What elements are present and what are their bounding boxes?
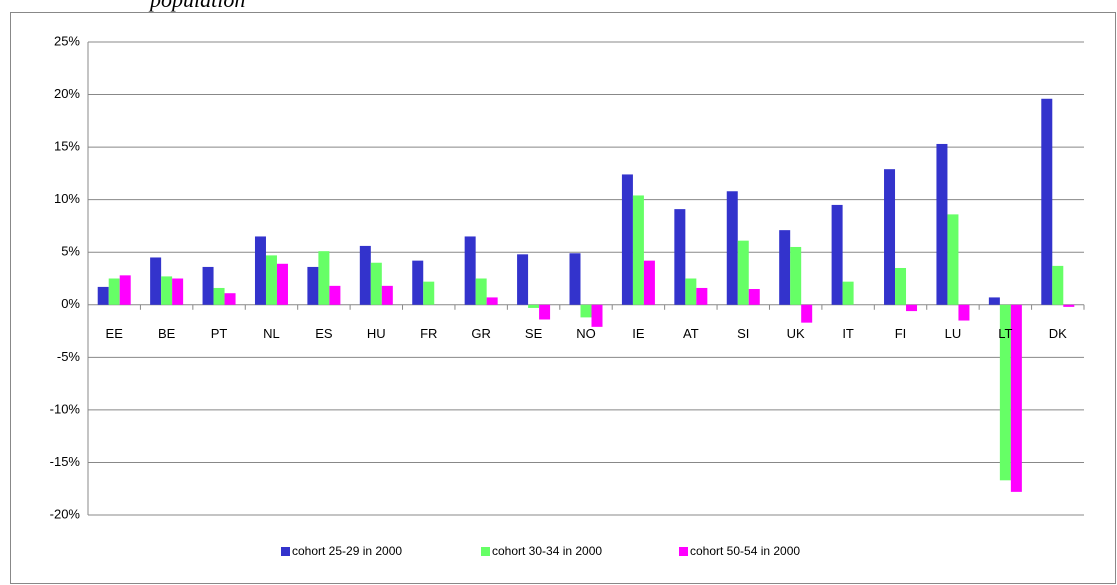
bar: [464, 236, 476, 305]
bar: [696, 287, 708, 305]
x-tick-label: LT: [998, 326, 1012, 341]
bar: [632, 195, 644, 305]
bar: [591, 304, 603, 327]
bar: [517, 254, 529, 305]
y-tick-label: 20%: [54, 86, 80, 101]
bar: [412, 260, 424, 305]
bar: [213, 287, 225, 305]
x-tick-label: BE: [158, 326, 176, 341]
bar: [748, 289, 760, 305]
y-tick-label: 0%: [61, 296, 80, 311]
bar: [831, 204, 843, 305]
bar: [569, 253, 581, 305]
legend-swatch: [481, 547, 490, 556]
legend-swatch: [281, 547, 290, 556]
x-tick-label: SE: [525, 326, 543, 341]
x-tick-label: NL: [263, 326, 280, 341]
y-tick-label: -10%: [50, 401, 81, 416]
x-tick-label: DK: [1049, 326, 1067, 341]
bar: [958, 304, 970, 321]
x-tick-label: AT: [683, 326, 699, 341]
bar: [580, 304, 592, 318]
chart-frame: [10, 12, 1116, 584]
bar: [150, 257, 162, 305]
y-tick-label: -20%: [50, 506, 81, 521]
bar: [370, 262, 382, 305]
y-tick-label: -15%: [50, 454, 81, 469]
x-tick-label: FI: [895, 326, 907, 341]
bar: [108, 278, 120, 305]
bar: [528, 304, 540, 308]
x-tick-label: UK: [787, 326, 805, 341]
bar: [254, 236, 266, 305]
bar: [801, 304, 813, 323]
bar: [999, 304, 1011, 481]
x-tick-label: HU: [367, 326, 386, 341]
bar: [737, 240, 749, 305]
y-tick-label: 10%: [54, 191, 80, 206]
bar: [539, 304, 551, 320]
x-tick-label: IE: [632, 326, 645, 341]
x-tick-label: ES: [315, 326, 333, 341]
x-tick-label: PT: [211, 326, 228, 341]
bar: [318, 251, 330, 305]
chart-title: population: [148, 0, 245, 12]
bar: [1063, 304, 1075, 307]
y-tick-label: 5%: [61, 244, 80, 259]
bar: [895, 267, 907, 305]
y-tick-label: 15%: [54, 139, 80, 154]
legend-label: cohort 50-54 in 2000: [690, 544, 800, 558]
bar: [172, 278, 184, 305]
bar: [947, 214, 959, 305]
bar: [643, 260, 655, 305]
x-tick-label: FR: [420, 326, 437, 341]
bar: [276, 263, 288, 305]
x-tick-label: SI: [737, 326, 749, 341]
legend-swatch: [679, 547, 688, 556]
bar: [359, 245, 371, 305]
bar: [1041, 98, 1053, 305]
bar: [842, 281, 854, 305]
bar: [202, 266, 214, 305]
bar: [307, 266, 319, 305]
bar: [621, 174, 633, 305]
bar: [906, 304, 918, 312]
bar: [726, 191, 738, 305]
y-tick-label: -5%: [57, 349, 81, 364]
bar: [161, 276, 173, 305]
y-tick-label: 25%: [54, 33, 80, 48]
legend-label: cohort 30-34 in 2000: [492, 544, 602, 558]
bar: [119, 275, 131, 305]
bar: [97, 286, 109, 305]
x-tick-label: GR: [471, 326, 491, 341]
bar: [790, 246, 802, 305]
x-tick-label: EE: [106, 326, 124, 341]
bar: [1052, 265, 1064, 305]
bar: [988, 297, 1000, 305]
bar: [685, 278, 697, 305]
bar: [423, 281, 435, 305]
bar: [936, 143, 948, 305]
bar: [486, 297, 498, 305]
x-tick-label: LU: [945, 326, 962, 341]
x-tick-label: IT: [842, 326, 854, 341]
bar: [1010, 304, 1022, 492]
bar: [884, 169, 896, 305]
bar: [779, 230, 791, 305]
bar: [224, 293, 236, 305]
x-tick-label: NO: [576, 326, 596, 341]
bar: [674, 209, 686, 305]
legend-label: cohort 25-29 in 2000: [292, 544, 402, 558]
bar: [265, 255, 277, 305]
bar: [329, 285, 341, 305]
bar: [381, 285, 393, 305]
bar: [475, 278, 487, 305]
